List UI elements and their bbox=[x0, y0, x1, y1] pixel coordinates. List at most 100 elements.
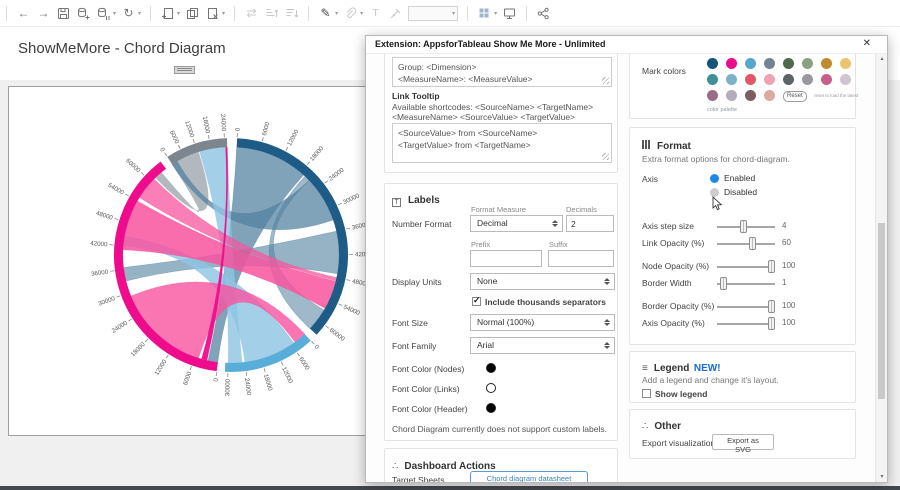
axis-radio-disabled[interactable]: Disabled bbox=[710, 186, 830, 200]
fix-axes-icon[interactable] bbox=[388, 6, 403, 21]
chevron-down-icon[interactable]: ▾ bbox=[113, 10, 117, 17]
chord-arc-pink[interactable] bbox=[114, 161, 218, 372]
slider-track[interactable] bbox=[717, 277, 775, 290]
chord-ribbon[interactable] bbox=[201, 146, 229, 361]
palette-color[interactable] bbox=[821, 58, 832, 69]
chevron-down-icon[interactable]: ▾ bbox=[138, 10, 142, 17]
swap-rows-columns-icon[interactable]: ⇄ bbox=[246, 5, 257, 20]
thousands-checkbox[interactable] bbox=[472, 295, 481, 306]
font-size-select[interactable]: Normal (100%) bbox=[470, 314, 615, 331]
scroll-up-icon[interactable]: ▴ bbox=[880, 56, 884, 62]
axis-tick: 18000 bbox=[130, 338, 149, 358]
close-icon[interactable]: ✕ bbox=[862, 38, 871, 49]
chevron-down-icon[interactable]: ▾ bbox=[494, 10, 498, 17]
new-worksheet-icon[interactable] bbox=[160, 6, 175, 21]
scrollbar-thumb[interactable] bbox=[878, 223, 885, 399]
slider-thumb[interactable] bbox=[768, 317, 776, 330]
target-sheet-chip[interactable]: Chord diagram datasheet bbox=[470, 471, 588, 482]
font-color-swatch[interactable] bbox=[486, 363, 496, 373]
palette-color[interactable] bbox=[707, 90, 718, 101]
palette-color[interactable] bbox=[764, 90, 775, 101]
presentation-mode-icon[interactable] bbox=[502, 6, 517, 21]
slider-track[interactable] bbox=[717, 260, 776, 273]
format-measure-select[interactable]: Decimal bbox=[470, 215, 563, 232]
slider-thumb[interactable] bbox=[719, 277, 727, 290]
decimals-input[interactable] bbox=[566, 215, 614, 232]
palette-color[interactable] bbox=[764, 58, 775, 69]
palette-color[interactable] bbox=[726, 74, 737, 85]
clear-sheet-icon[interactable] bbox=[205, 6, 220, 21]
dialog-titlebar[interactable]: Extension: AppsforTableau Show Me More -… bbox=[366, 36, 887, 54]
chevron-down-icon[interactable]: ▾ bbox=[177, 10, 181, 17]
show-me-icon[interactable] bbox=[477, 6, 492, 21]
chord-arc-navy[interactable] bbox=[236, 138, 348, 335]
save-icon[interactable] bbox=[56, 6, 71, 21]
chevron-down-icon[interactable]: ▾ bbox=[222, 10, 226, 17]
group-tooltip-textarea[interactable]: Group: <Dimension> <MeasureName>: <Measu… bbox=[392, 57, 612, 87]
palette-color[interactable] bbox=[745, 74, 756, 85]
duplicate-sheet-icon[interactable] bbox=[185, 6, 200, 21]
palette-color[interactable] bbox=[726, 90, 737, 101]
palette-color[interactable] bbox=[726, 58, 737, 69]
chord-diagram[interactable]: 0 6000 12000180002400030000360004200048000… bbox=[9, 88, 369, 434]
fit-selector[interactable]: ▾ bbox=[408, 5, 459, 21]
axis-radio-enabled[interactable]: Enabled bbox=[710, 172, 830, 186]
chord-arc-gray[interactable] bbox=[167, 138, 228, 165]
format-subtitle: Extra format options for chord-diagram. bbox=[642, 154, 790, 164]
axis-tick: 54000 bbox=[338, 303, 361, 317]
export-svg-button[interactable]: Export as SVG bbox=[712, 434, 774, 454]
palette-color[interactable] bbox=[840, 74, 851, 85]
slider-thumb[interactable] bbox=[768, 260, 776, 273]
suffix-input[interactable] bbox=[548, 250, 614, 267]
new-data-source-icon[interactable] bbox=[76, 6, 91, 21]
sort-ascending-icon[interactable] bbox=[264, 6, 279, 21]
group-members-icon[interactable] bbox=[343, 6, 358, 21]
palette-color[interactable] bbox=[840, 58, 851, 69]
show-legend-checkbox[interactable] bbox=[642, 389, 651, 398]
font-color-swatch[interactable] bbox=[486, 403, 496, 413]
font-color-swatch[interactable] bbox=[486, 383, 496, 393]
object-grip-handle[interactable] bbox=[174, 66, 195, 74]
resize-grip-icon[interactable] bbox=[602, 153, 609, 160]
palette-color[interactable] bbox=[783, 58, 794, 69]
palette-color[interactable] bbox=[802, 74, 813, 85]
back-icon[interactable]: ← bbox=[17, 5, 30, 20]
slider-thumb[interactable] bbox=[739, 220, 747, 233]
refresh-icon[interactable]: ↻ bbox=[123, 5, 134, 20]
text-label-icon[interactable]: T bbox=[372, 7, 379, 19]
slider-thumb[interactable] bbox=[768, 300, 776, 313]
palette-color[interactable] bbox=[707, 58, 718, 69]
display-units-select[interactable]: None bbox=[470, 273, 615, 290]
chord-ribbon[interactable] bbox=[130, 281, 306, 359]
forward-icon[interactable]: → bbox=[37, 5, 50, 20]
chevron-down-icon[interactable]: ▾ bbox=[452, 10, 456, 17]
slider-track[interactable] bbox=[717, 317, 776, 330]
palette-color[interactable] bbox=[745, 58, 756, 69]
pause-auto-updates-icon[interactable] bbox=[96, 6, 111, 21]
sort-descending-icon[interactable] bbox=[284, 6, 299, 21]
radio-dot-icon[interactable] bbox=[710, 188, 719, 197]
palette-color[interactable] bbox=[783, 74, 794, 85]
palette-color[interactable] bbox=[821, 74, 832, 85]
dialog-scrollbar[interactable]: ▴ ▾ bbox=[875, 53, 887, 482]
share-icon[interactable] bbox=[536, 6, 551, 21]
link-tooltip-textarea[interactable]: <SourceValue> from <SourceName> <TargetV… bbox=[392, 123, 612, 163]
chevron-down-icon[interactable]: ▾ bbox=[360, 10, 364, 17]
scroll-down-icon[interactable]: ▾ bbox=[880, 474, 884, 480]
slider-thumb[interactable] bbox=[748, 237, 756, 250]
palette-color[interactable] bbox=[802, 58, 813, 69]
reset-colors-button[interactable]: Reset bbox=[783, 91, 807, 102]
slider-track[interactable] bbox=[717, 237, 775, 250]
chord-arc-lightblue[interactable] bbox=[224, 333, 311, 372]
palette-color[interactable] bbox=[764, 74, 775, 85]
palette-color[interactable] bbox=[707, 74, 718, 85]
resize-grip-icon[interactable] bbox=[602, 77, 609, 84]
palette-color[interactable] bbox=[745, 90, 756, 101]
slider-track[interactable] bbox=[717, 220, 775, 233]
highlight-icon[interactable]: ✎ bbox=[320, 5, 331, 20]
chevron-down-icon[interactable]: ▾ bbox=[335, 10, 339, 17]
slider-track[interactable] bbox=[717, 300, 776, 313]
radio-dot-icon[interactable] bbox=[710, 174, 719, 183]
font-family-select[interactable]: Arial bbox=[470, 337, 615, 354]
prefix-input[interactable] bbox=[470, 250, 542, 267]
